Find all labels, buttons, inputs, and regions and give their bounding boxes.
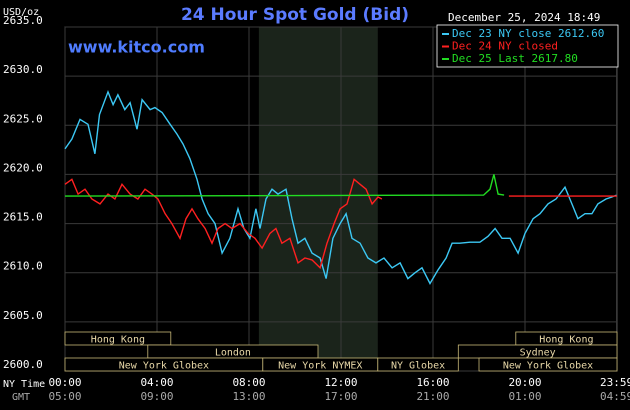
legend-label: Dec 24 NY closed: [452, 40, 558, 53]
x-tick-label: 20:00: [508, 376, 541, 389]
series-line: [64, 89, 617, 285]
series-line: [64, 174, 505, 197]
y-tick-label: 2635.0: [3, 14, 43, 27]
x-tick-label: 16:00: [416, 376, 449, 389]
session-label: Hong Kong: [91, 335, 145, 346]
legend-label: Dec 25 Last 2617.80: [452, 52, 578, 65]
x-tick-label: 00:00: [48, 376, 81, 389]
session-box: [64, 331, 172, 346]
y-tick-label: 2610.0: [3, 260, 43, 273]
legend-label: Dec 23 NY close 2612.60: [452, 27, 604, 40]
session-box: [377, 357, 459, 372]
session-box: [478, 357, 618, 372]
session-label: New York Globex: [119, 361, 209, 372]
y-tick-label: 2605.0: [3, 309, 43, 322]
y-tick-label: 2630.0: [3, 63, 43, 76]
x2-label: GMT: [12, 392, 30, 403]
session-label: Sydney: [520, 348, 556, 359]
x2-tick-label: 01:00: [508, 390, 541, 403]
x-label: NY Time: [3, 379, 45, 390]
x2-tick-label: 13:00: [232, 390, 265, 403]
x2-tick-label: 17:00: [324, 390, 357, 403]
chart-date: December 25, 2024 18:49: [448, 11, 600, 24]
session-label: Hong Kong: [539, 335, 593, 346]
session-label: New York NYMEX: [278, 361, 362, 372]
chart-title: 24 Hour Spot Gold (Bid): [181, 5, 409, 25]
x2-tick-label: 04:59: [600, 390, 630, 403]
x2-tick-label: 09:00: [140, 390, 173, 403]
session-label: NY Globex: [391, 361, 445, 372]
session-label: London: [215, 348, 251, 359]
x-tick-label: 08:00: [232, 376, 265, 389]
x2-tick-label: 21:00: [416, 390, 449, 403]
x2-tick-label: 05:00: [48, 390, 81, 403]
y-tick-label: 2600.0: [3, 358, 43, 371]
unit-label: USD/oz: [3, 7, 39, 18]
series-line: [64, 178, 617, 270]
y-tick-label: 2620.0: [3, 161, 43, 174]
session-shade: [258, 27, 378, 371]
y-tick-label: 2615.0: [3, 211, 43, 224]
x-tick-label: 04:00: [140, 376, 173, 389]
legend-box: [436, 24, 619, 68]
session-label: New York Globex: [503, 361, 593, 372]
watermark: www.kitco.com: [68, 38, 205, 57]
y-tick-label: 2625.0: [3, 112, 43, 125]
x-tick-label: 12:00: [324, 376, 357, 389]
x-tick-label: 23:59: [600, 376, 630, 389]
